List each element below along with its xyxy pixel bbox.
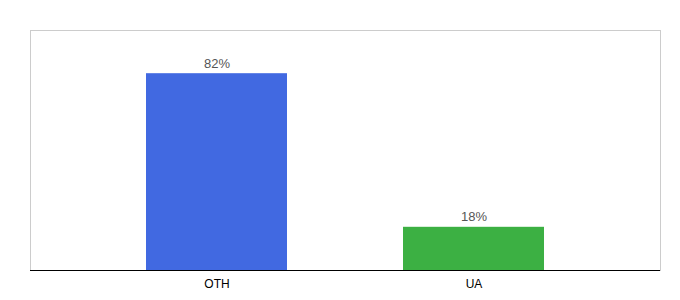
svg-text:82%: 82% (204, 56, 230, 71)
svg-text:OTH: OTH (204, 277, 229, 291)
svg-text:UA: UA (466, 277, 483, 291)
svg-text:18%: 18% (461, 209, 487, 224)
